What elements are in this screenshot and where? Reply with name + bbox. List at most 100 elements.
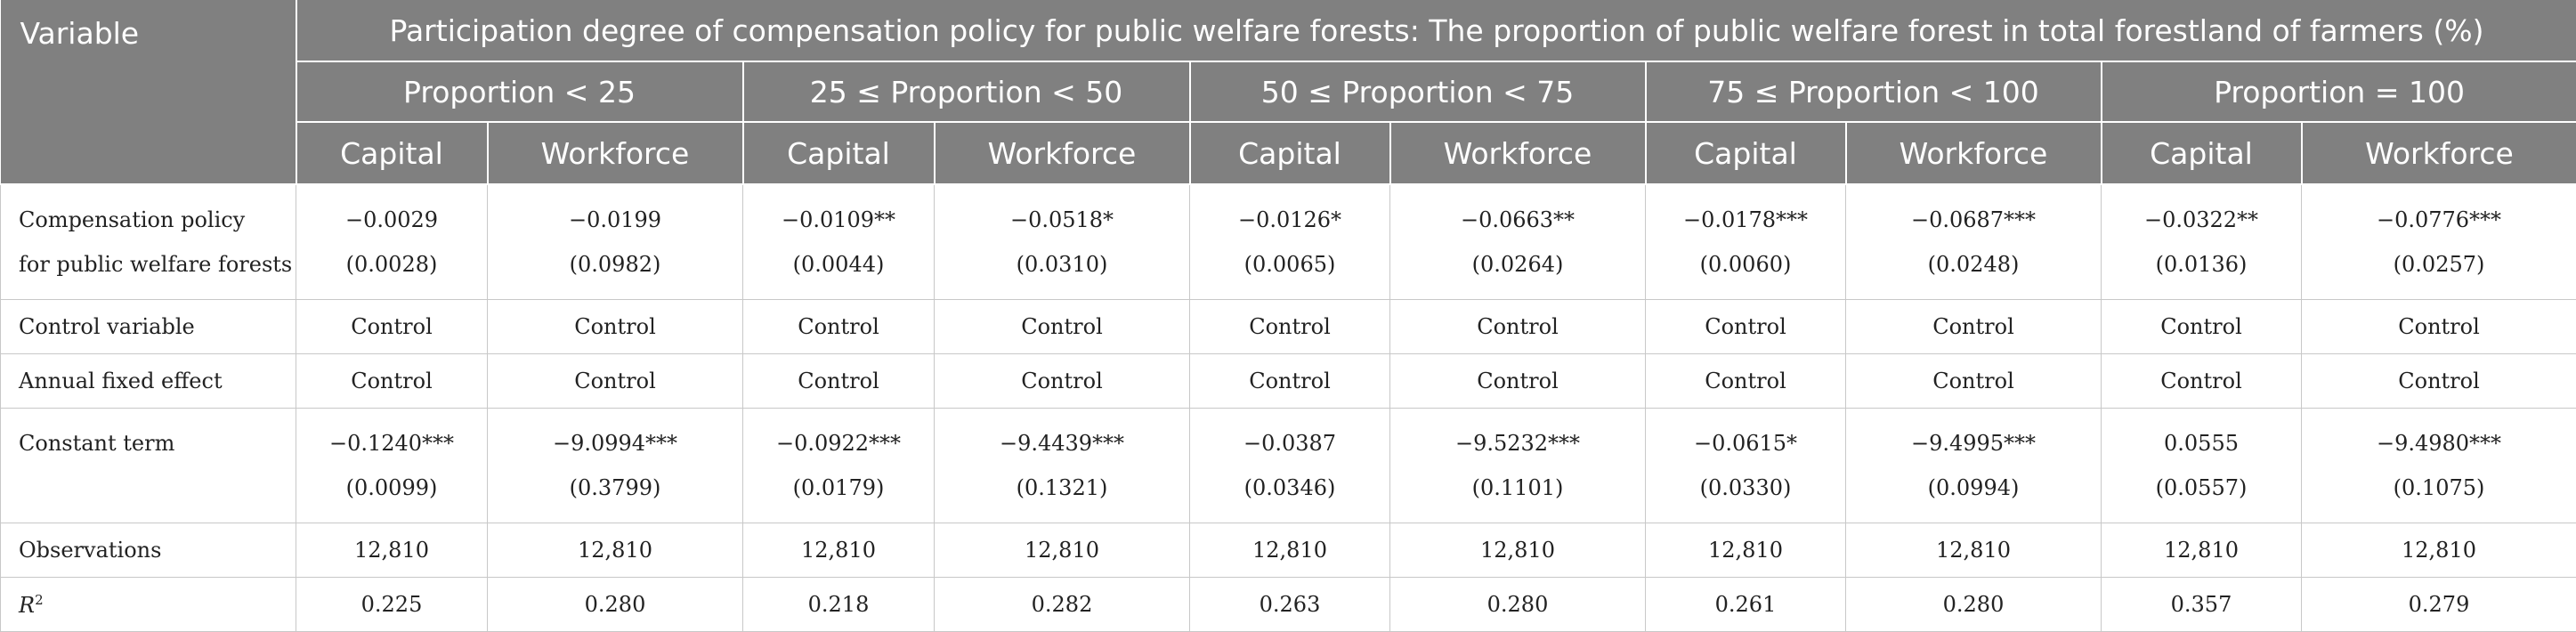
- table-cell: −0.0199(0.0982): [488, 184, 743, 300]
- table-cell: 0.280: [1390, 578, 1646, 632]
- coefficient: −9.0994***: [495, 421, 735, 466]
- capital-header: Capital: [296, 122, 488, 184]
- table-cell: 0.0555(0.0557): [2102, 409, 2302, 523]
- coefficient: −0.0922***: [750, 421, 927, 466]
- table-cell: 12,810: [935, 523, 1190, 578]
- table-cell: 12,810: [488, 523, 743, 578]
- table-cell: −0.0387(0.0346): [1190, 409, 1390, 523]
- r-squared-symbol: R: [19, 593, 35, 618]
- row-label: Constant term: [1, 409, 296, 523]
- group-header: Proportion = 100: [2102, 61, 2576, 122]
- table-cell: Control: [296, 354, 488, 409]
- table-cell: −0.0615*(0.0330): [1646, 409, 1846, 523]
- row-label: Annual fixed effect: [1, 354, 296, 409]
- table-cell: Control: [2302, 354, 2576, 409]
- table-cell: Control: [296, 300, 488, 354]
- table-cell: −0.0518*(0.0310): [935, 184, 1190, 300]
- workforce-header: Workforce: [488, 122, 743, 184]
- capital-header: Capital: [1190, 122, 1390, 184]
- row-label: Compensation policy for public welfare f…: [1, 184, 296, 300]
- table-cell: Control: [743, 300, 935, 354]
- table-cell: −0.0126*(0.0065): [1190, 184, 1390, 300]
- row-label: Observations: [1, 523, 296, 578]
- table-cell: −9.4439***(0.1321): [935, 409, 1190, 523]
- table-cell: Control: [1646, 300, 1846, 354]
- standard-error: (0.0060): [1653, 242, 1838, 287]
- table-cell: Control: [935, 300, 1190, 354]
- table-row-observations: Observations 12,810 12,810 12,810 12,810…: [1, 523, 2576, 578]
- table-cell: −0.0776***(0.0257): [2302, 184, 2576, 300]
- table-cell: −0.0922***(0.0179): [743, 409, 935, 523]
- table-cell: Control: [2102, 300, 2302, 354]
- coefficient: −0.0776***: [2309, 198, 2569, 242]
- standard-error: (0.1075): [2309, 466, 2569, 510]
- table-cell: −9.4995***(0.0994): [1846, 409, 2102, 523]
- table-cell: 12,810: [296, 523, 488, 578]
- workforce-header: Workforce: [935, 122, 1190, 184]
- table-body: Compensation policy for public welfare f…: [1, 184, 2576, 632]
- row-label-line: Compensation policy: [19, 198, 288, 242]
- table-cell: 0.261: [1646, 578, 1846, 632]
- coefficient: −9.4439***: [942, 421, 1182, 466]
- table-cell: −9.4980***(0.1075): [2302, 409, 2576, 523]
- coefficient: −0.0322**: [2109, 198, 2294, 242]
- r-squared-exponent: 2: [35, 592, 44, 608]
- table-cell: Control: [2302, 300, 2576, 354]
- coefficient: 0.0555: [2109, 421, 2294, 466]
- workforce-header: Workforce: [2302, 122, 2576, 184]
- table-cell: 12,810: [1646, 523, 1846, 578]
- table-cell: 0.357: [2102, 578, 2302, 632]
- standard-error: (0.1101): [1397, 466, 1638, 510]
- table-cell: Control: [743, 354, 935, 409]
- table-cell: 12,810: [2302, 523, 2576, 578]
- row-label: Control variable: [1, 300, 296, 354]
- standard-error: (0.0099): [304, 466, 480, 510]
- row-label-line: for public welfare forests: [19, 242, 288, 287]
- group-header: Proportion < 25: [296, 61, 743, 122]
- table-cell: 12,810: [1190, 523, 1390, 578]
- coefficient: −0.0387: [1197, 421, 1382, 466]
- table-cell: −0.0687***(0.0248): [1846, 184, 2102, 300]
- table-cell: 0.263: [1190, 578, 1390, 632]
- group-header: 75 ≤ Proportion < 100: [1646, 61, 2102, 122]
- table-cell: −0.0029(0.0028): [296, 184, 488, 300]
- standard-error: (0.0248): [1853, 242, 2094, 287]
- table-cell: −0.1240***(0.0099): [296, 409, 488, 523]
- standard-error: (0.0179): [750, 466, 927, 510]
- table-cell: 0.280: [488, 578, 743, 632]
- table-cell: 0.225: [296, 578, 488, 632]
- coefficient: −9.5232***: [1397, 421, 1638, 466]
- capital-header: Capital: [743, 122, 935, 184]
- table-cell: −0.0178***(0.0060): [1646, 184, 1846, 300]
- table-cell: 0.280: [1846, 578, 2102, 632]
- group-header: 50 ≤ Proportion < 75: [1190, 61, 1646, 122]
- table-cell: Control: [2102, 354, 2302, 409]
- table-cell: −0.0109**(0.0044): [743, 184, 935, 300]
- table-cell: Control: [1190, 300, 1390, 354]
- capital-header: Capital: [2102, 122, 2302, 184]
- coefficient: −9.4995***: [1853, 421, 2094, 466]
- table-cell: Control: [488, 354, 743, 409]
- coefficient: −0.0109**: [750, 198, 927, 242]
- variable-column-header: Variable: [1, 0, 296, 184]
- standard-error: (0.3799): [495, 466, 735, 510]
- table-row-control-variable: Control variable Control Control Control…: [1, 300, 2576, 354]
- standard-error: (0.0264): [1397, 242, 1638, 287]
- standard-error: (0.0330): [1653, 466, 1838, 510]
- group-header: 25 ≤ Proportion < 50: [743, 61, 1190, 122]
- main-header: Participation degree of compensation pol…: [296, 0, 2576, 61]
- coefficient: −0.0199: [495, 198, 735, 242]
- standard-error: (0.0044): [750, 242, 927, 287]
- table-row-annual-fixed-effect: Annual fixed effect Control Control Cont…: [1, 354, 2576, 409]
- table-cell: 12,810: [1846, 523, 2102, 578]
- row-label: R2: [1, 578, 296, 632]
- table-cell: 12,810: [1390, 523, 1646, 578]
- table-cell: Control: [1846, 354, 2102, 409]
- standard-error: (0.0982): [495, 242, 735, 287]
- table-cell: −0.0322**(0.0136): [2102, 184, 2302, 300]
- table-cell: 0.279: [2302, 578, 2576, 632]
- table-row-r-squared: R2 0.225 0.280 0.218 0.282 0.263 0.280 0…: [1, 578, 2576, 632]
- table-cell: −9.0994***(0.3799): [488, 409, 743, 523]
- table-cell: Control: [935, 354, 1190, 409]
